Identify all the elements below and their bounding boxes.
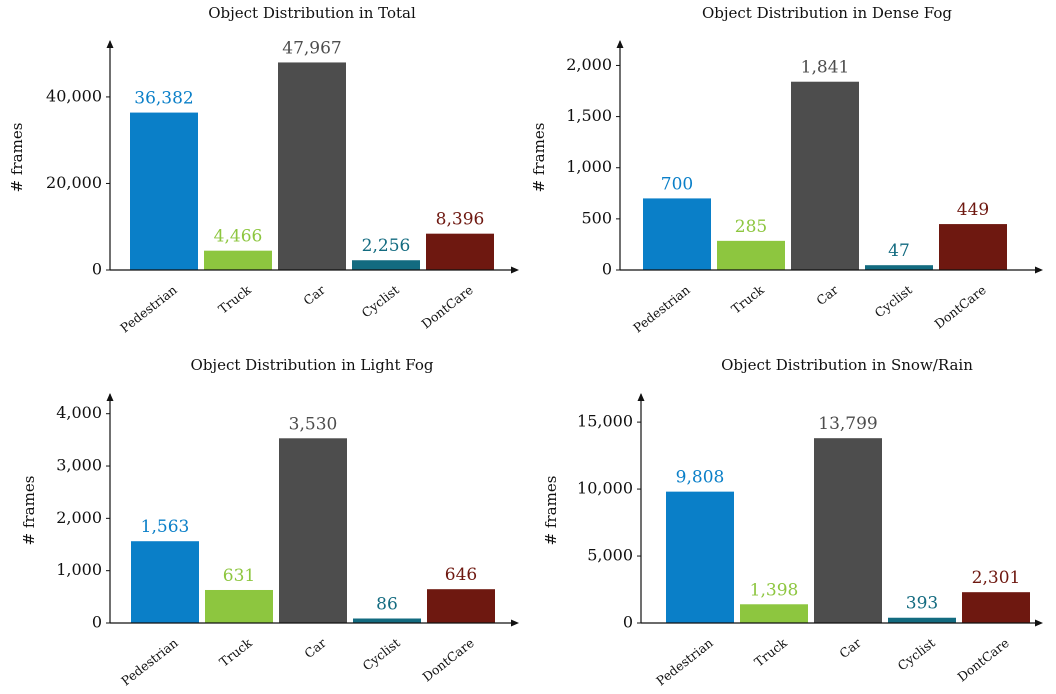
y-tick-label: 1,000	[566, 157, 612, 176]
data-label-car: 3,530	[289, 414, 338, 434]
bar-pedestrian	[131, 541, 199, 623]
category-label-car: Car	[300, 282, 327, 308]
y-tick-label: 4,000	[56, 403, 102, 422]
chart-panel-4: Object Distribution in Snow/Rain # frames…	[542, 356, 1043, 689]
y-tick-label: 15,000	[577, 412, 633, 431]
y-tick-label: 40,000	[46, 86, 102, 105]
y-tick-label: 0	[623, 613, 633, 632]
y-axis-arrow	[616, 40, 624, 48]
y-tick-label: 3,000	[56, 456, 102, 475]
y-axis-label: # frames	[8, 123, 26, 193]
category-label-car: Car	[301, 635, 328, 661]
category-label-truck: Truck	[728, 282, 767, 317]
bar-cyclist	[352, 260, 420, 270]
bar-dontcare	[939, 224, 1007, 270]
bar-cyclist	[888, 617, 956, 623]
category-label-car: Car	[836, 635, 863, 661]
data-label-cyclist: 393	[906, 594, 938, 614]
data-label-car: 13,799	[818, 414, 877, 434]
y-axis-arrow	[637, 393, 645, 401]
bar-pedestrian	[130, 112, 198, 270]
bar-truck	[717, 240, 785, 270]
chart-title: Object Distribution in Snow/Rain	[721, 356, 973, 374]
data-label-pedestrian: 1,563	[141, 517, 190, 537]
y-tick-label: 2,000	[56, 508, 102, 527]
bar-cyclist	[353, 618, 421, 623]
bar-pedestrian	[643, 198, 711, 270]
y-tick-label: 1,000	[56, 560, 102, 579]
bar-cyclist	[865, 265, 933, 270]
y-axis-label: # frames	[20, 476, 38, 546]
chart-panel-2: Object Distribution in Dense Fog # frames…	[530, 4, 1043, 336]
category-label-cyclist: Cyclist	[359, 282, 402, 320]
y-tick-label: 10,000	[577, 479, 633, 498]
y-tick-label: 0	[602, 260, 612, 279]
category-label-truck: Truck	[215, 282, 254, 317]
y-axis-label: # frames	[530, 123, 548, 193]
data-label-cyclist: 47	[888, 241, 910, 261]
data-label-pedestrian: 36,382	[134, 89, 193, 109]
bar-dontcare	[427, 589, 495, 623]
data-label-pedestrian: 700	[661, 174, 693, 194]
x-axis-arrow	[1035, 266, 1043, 274]
y-tick-label: 1,500	[566, 106, 612, 125]
data-label-cyclist: 2,256	[362, 236, 411, 256]
data-label-dontcare: 2,301	[972, 568, 1021, 588]
category-label-dontcare: DontCare	[418, 282, 475, 331]
bar-dontcare	[962, 592, 1030, 623]
category-label-dontcare: DontCare	[931, 282, 988, 331]
data-label-cyclist: 86	[376, 595, 398, 615]
bar-truck	[204, 250, 272, 270]
category-label-cyclist: Cyclist	[360, 635, 403, 673]
y-axis-arrow	[106, 40, 114, 48]
y-tick-label: 20,000	[46, 173, 102, 192]
bar-truck	[205, 589, 273, 623]
x-axis-arrow	[511, 619, 519, 627]
chart-title: Object Distribution in Total	[208, 4, 416, 22]
data-label-truck: 631	[223, 566, 255, 586]
bar-car	[814, 438, 882, 623]
data-label-truck: 4,466	[214, 227, 263, 247]
chart-title: Object Distribution in Dense Fog	[702, 4, 952, 22]
bar-car	[791, 81, 859, 270]
bar-dontcare	[426, 233, 494, 270]
data-label-truck: 1,398	[750, 580, 799, 600]
category-label-truck: Truck	[751, 635, 790, 670]
data-label-car: 1,841	[801, 58, 850, 78]
y-tick-label: 2,000	[566, 55, 612, 74]
y-tick-label: 0	[92, 613, 102, 632]
y-axis-label: # frames	[542, 476, 560, 546]
data-label-car: 47,967	[282, 38, 341, 58]
category-label-pedestrian: Pedestrian	[117, 282, 179, 335]
category-label-truck: Truck	[216, 635, 255, 670]
bar-truck	[740, 604, 808, 623]
category-label-pedestrian: Pedestrian	[630, 282, 692, 335]
y-tick-label: 0	[92, 260, 102, 279]
y-tick-label: 500	[581, 208, 612, 227]
category-label-pedestrian: Pedestrian	[653, 635, 715, 688]
x-axis-arrow	[511, 266, 519, 274]
category-label-car: Car	[813, 282, 840, 308]
bar-pedestrian	[666, 491, 734, 623]
data-label-truck: 285	[735, 217, 767, 237]
chart-title: Object Distribution in Light Fog	[191, 356, 434, 374]
category-label-cyclist: Cyclist	[872, 282, 915, 320]
category-label-cyclist: Cyclist	[895, 635, 938, 673]
chart-panel-1: Object Distribution in Total # frames 36,3…	[8, 4, 519, 336]
category-label-dontcare: DontCare	[419, 635, 476, 684]
data-label-pedestrian: 9,808	[676, 468, 725, 488]
data-label-dontcare: 646	[445, 565, 477, 585]
data-label-dontcare: 449	[957, 200, 989, 220]
data-label-dontcare: 8,396	[436, 210, 485, 230]
bar-car	[279, 438, 347, 623]
y-axis-arrow	[106, 393, 114, 401]
chart-panel-3: Object Distribution in Light Fog # frames…	[20, 356, 519, 689]
category-label-pedestrian: Pedestrian	[118, 635, 180, 688]
y-tick-label: 5,000	[587, 546, 633, 565]
bar-car	[278, 62, 346, 270]
x-axis-arrow	[1035, 619, 1043, 627]
category-label-dontcare: DontCare	[954, 635, 1011, 684]
